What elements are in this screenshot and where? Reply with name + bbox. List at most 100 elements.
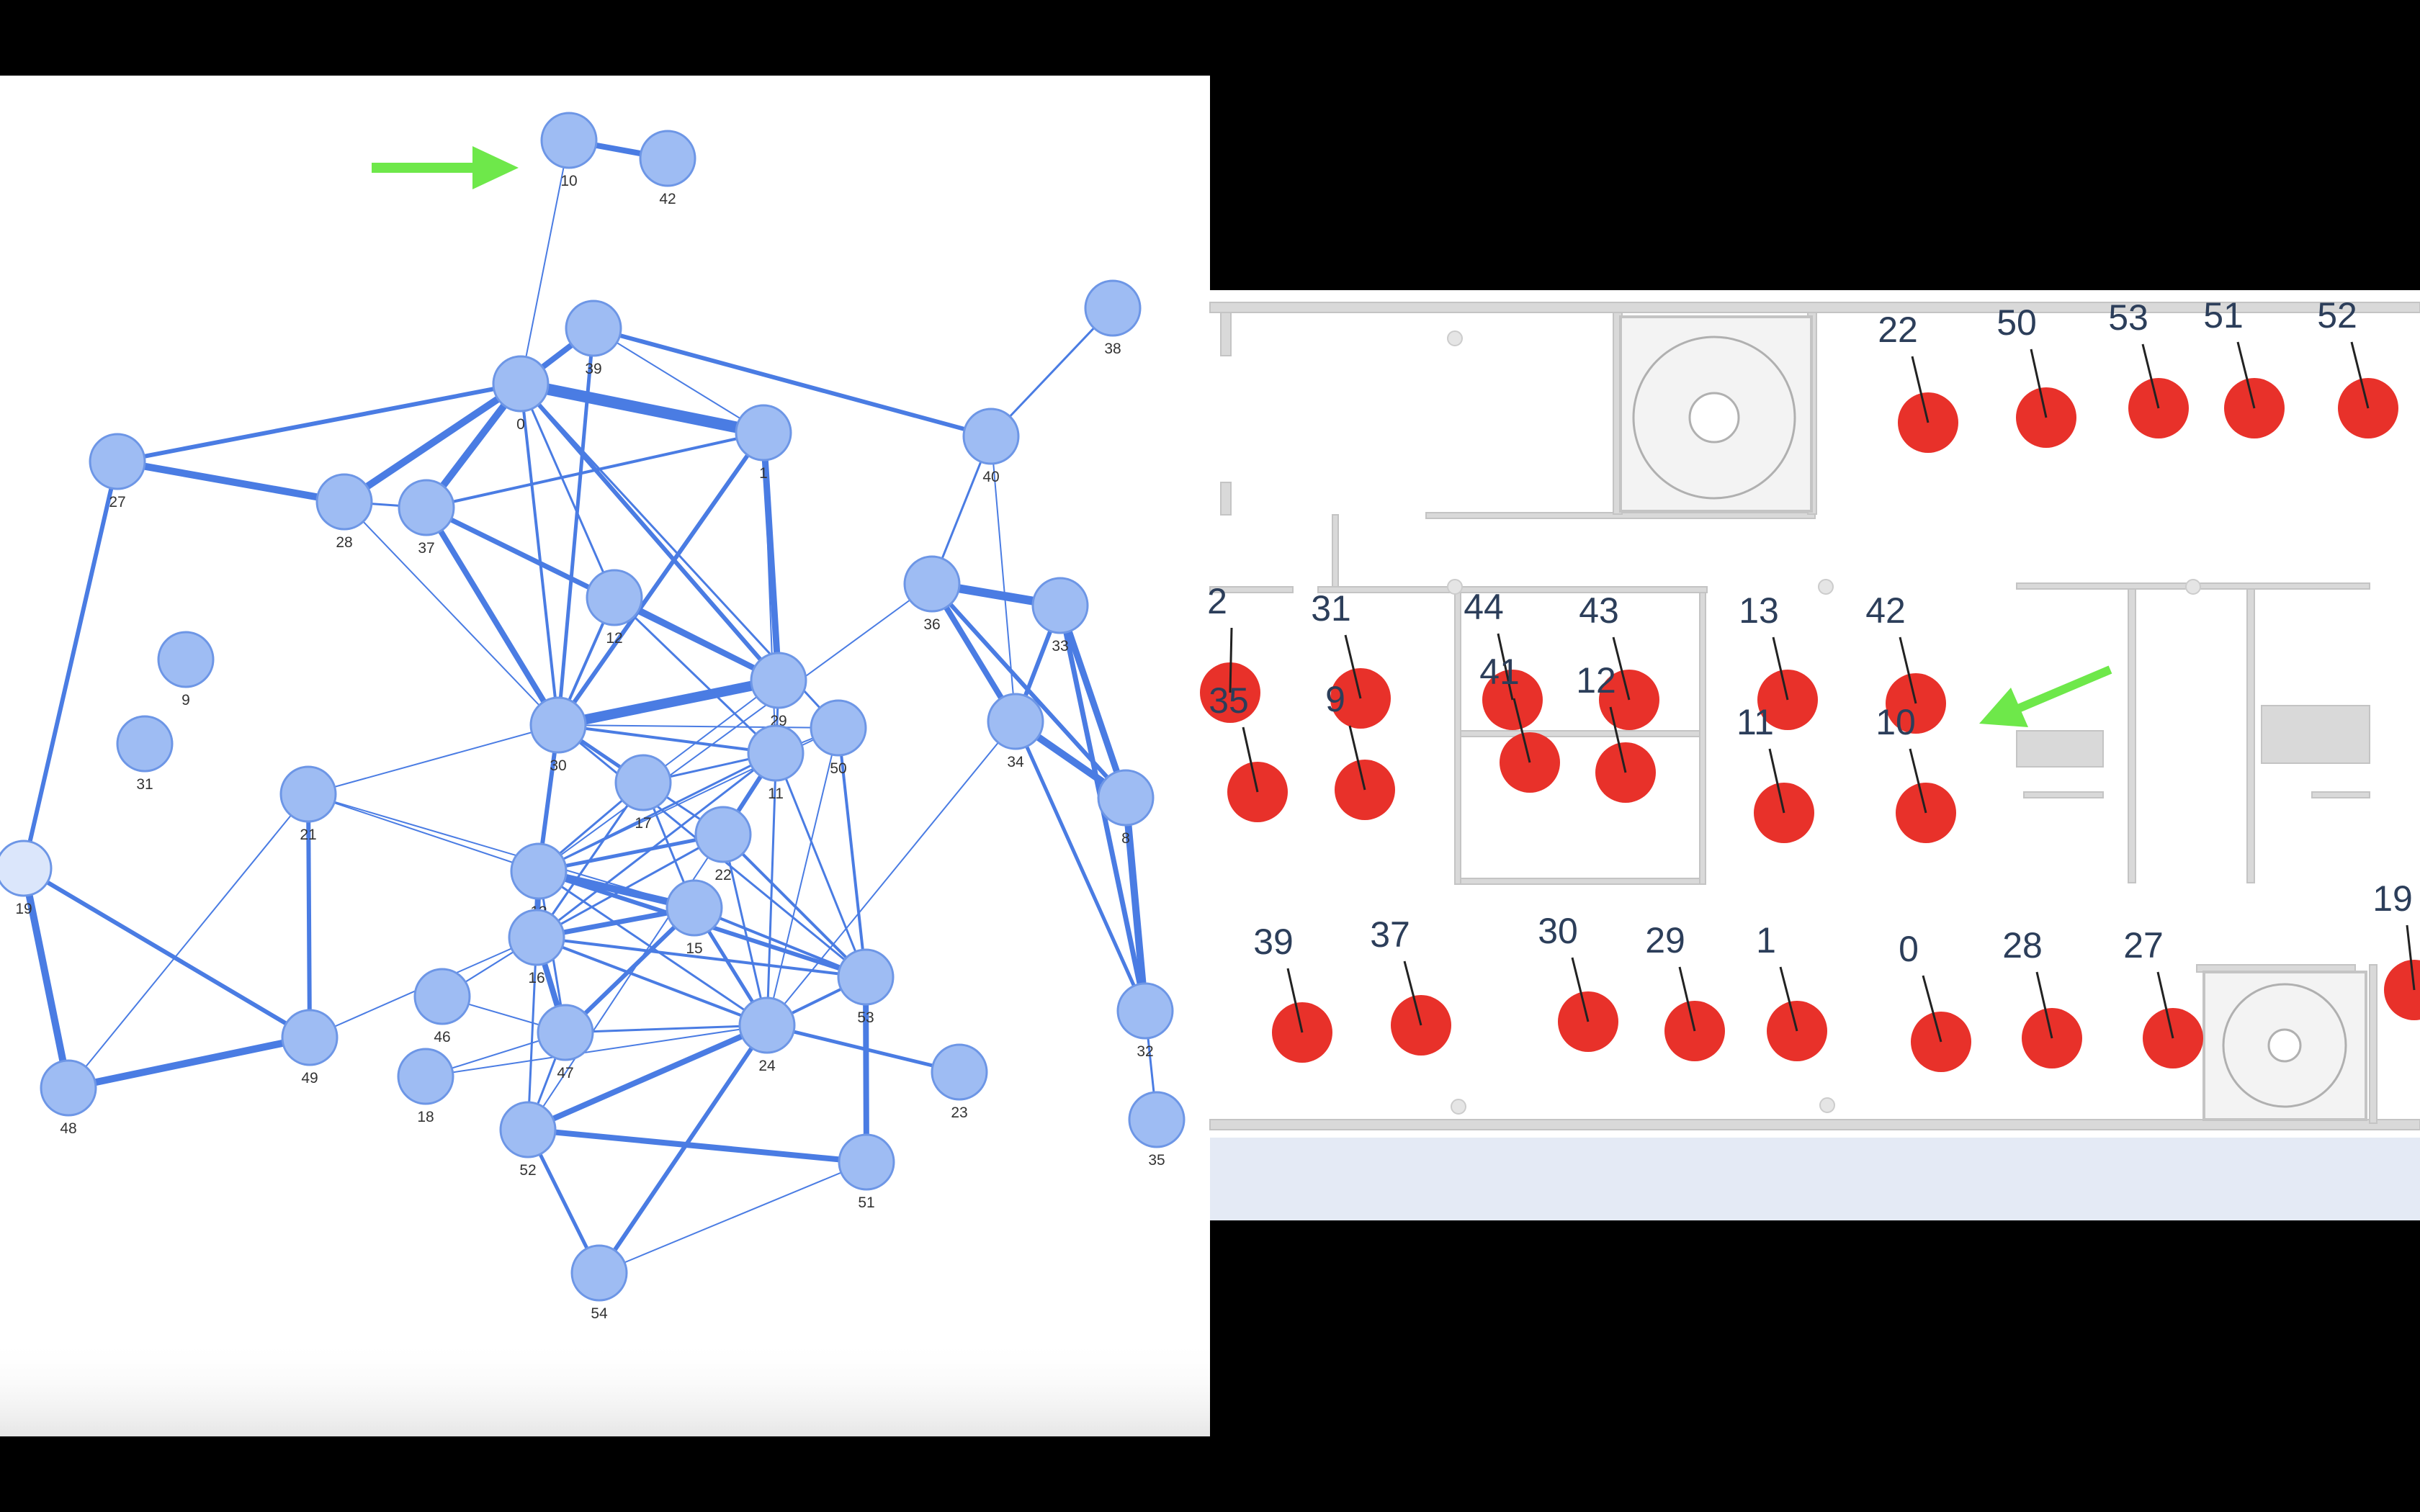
graph-node-label: 32 — [1137, 1043, 1153, 1060]
graph-node-circle — [89, 433, 146, 490]
graph-edge-17-16 — [535, 781, 645, 939]
floor-node-label: 29 — [1645, 920, 1685, 960]
floor-node-leader-line — [1571, 957, 1590, 1022]
floor-node-leader-line — [2236, 341, 2256, 409]
graph-node-label: 9 — [182, 692, 190, 708]
floor-node-label: 2 — [1207, 581, 1227, 621]
floor-node-label: 31 — [1311, 588, 1351, 629]
graph-node-label: 54 — [591, 1305, 608, 1322]
graph-node-circle — [499, 1101, 557, 1158]
floor-node-label: 13 — [1739, 590, 1779, 631]
graph-node-circle — [508, 909, 565, 966]
graph-node-label: 16 — [528, 970, 544, 986]
graph-edge-27-28 — [114, 458, 348, 505]
graph-edge-24-18 — [425, 1025, 768, 1077]
floor-node-label: 42 — [1865, 590, 1906, 631]
graph-node-circle — [492, 355, 550, 413]
graph-node-circle — [540, 112, 598, 169]
floor-node-label: 11 — [1736, 702, 1774, 742]
floorplan-arrow — [1979, 665, 2112, 727]
graph-node-54: 54 — [570, 1244, 628, 1322]
graph-node-38: 38 — [1084, 279, 1142, 357]
graph-node-18: 18 — [397, 1048, 454, 1125]
graph-node-39: 39 — [565, 300, 622, 377]
graph-node-29: 29 — [750, 652, 807, 729]
graph-edge-10-0 — [520, 140, 570, 384]
graph-node-circle — [837, 948, 895, 1006]
graph-node-label: 30 — [550, 757, 566, 774]
floor-node-leader-line — [1344, 634, 1362, 699]
graph-node-circle — [639, 130, 696, 187]
graph-node-circle — [510, 842, 568, 900]
graph-node-48: 48 — [40, 1059, 97, 1137]
graph-edge-12-29 — [611, 595, 781, 683]
graph-edge-8-32 — [1122, 794, 1149, 1014]
floor-node-0: 0 — [1899, 929, 1971, 1072]
floor-node-label: 22 — [1878, 310, 1918, 350]
graph-node-36: 36 — [903, 555, 961, 633]
graph-edge-30-29 — [553, 675, 784, 730]
floor-node-label: 10 — [1876, 702, 1916, 742]
floor-node-42: 42 — [1865, 590, 1946, 734]
floor-node-leader-line — [1768, 748, 1785, 814]
floor-node-leader-line — [1899, 636, 1917, 704]
graph-node-circle — [586, 569, 643, 626]
graph-node-circle — [838, 1133, 895, 1191]
floor-node-label: 35 — [1209, 680, 1249, 721]
floor-node-27: 27 — [2123, 925, 2203, 1068]
graph-node-37: 37 — [398, 479, 455, 557]
floor-node-13: 13 — [1739, 590, 1818, 730]
graph-node-label: 34 — [1007, 754, 1024, 770]
floor-node-22: 22 — [1878, 310, 1958, 453]
floor-node-12: 12 — [1576, 660, 1656, 803]
graph-node-17: 17 — [614, 754, 672, 832]
graph-node-label: 12 — [606, 630, 622, 647]
graph-edge-37-30 — [424, 505, 561, 728]
graph-node-34: 34 — [987, 693, 1044, 770]
graph-node-21: 21 — [279, 765, 337, 843]
graph-node-label: 28 — [336, 534, 352, 551]
graph-edge-22-24 — [722, 833, 768, 1027]
graph-nodes: 10 42 39 0 1 38 27 28 37 40 12 36 33 9 31 30 29 50 34 11 17 2… — [0, 112, 1186, 1322]
graph-node-33: 33 — [1031, 577, 1089, 654]
floorplan-exterior — [1210, 1138, 2420, 1220]
graph-edge-1-29 — [760, 429, 782, 684]
graph-node-label: 42 — [659, 191, 676, 207]
floor-node-53: 53 — [2108, 297, 2189, 438]
graph-node-label: 0 — [516, 416, 525, 433]
graph-node-22: 22 — [694, 806, 752, 883]
graph-node-circle — [40, 1059, 97, 1117]
graph-node-label: 51 — [858, 1194, 874, 1211]
graph-node-label: 21 — [300, 827, 316, 843]
graph-node-circle — [413, 968, 471, 1025]
graph-node-9: 9 — [157, 631, 215, 708]
floor-node-leader-line — [1403, 960, 1422, 1026]
graph-node-circle — [281, 1009, 339, 1066]
floor-node-leader-line — [1497, 633, 1514, 701]
graph-node-circle — [398, 479, 455, 536]
floor-node-9: 9 — [1325, 679, 1395, 820]
graph-edge-19-49 — [22, 866, 312, 1040]
floor-node-leader-line — [2030, 348, 2048, 418]
graph-edge-15-47 — [563, 906, 696, 1035]
graph-edge-24-54 — [597, 1023, 769, 1275]
floor-node-1: 1 — [1756, 920, 1827, 1061]
graph-node-label: 47 — [557, 1065, 573, 1081]
floor-node-leader-line — [1609, 706, 1627, 773]
graph-node-circle — [397, 1048, 454, 1105]
graph-node-label: 38 — [1104, 341, 1121, 357]
graph-node-label: 37 — [418, 540, 434, 557]
graph-node-label: 49 — [301, 1070, 318, 1086]
graph-node-label: 53 — [857, 1009, 874, 1026]
floorplan-columns — [1447, 330, 2201, 1115]
graph-panel: 10 42 39 0 1 38 27 28 37 40 12 36 33 9 31 30 29 50 34 11 17 2… — [0, 76, 1210, 1436]
graph-node-circle — [570, 1244, 628, 1302]
floor-node-37: 37 — [1370, 914, 1451, 1056]
floor-node-leader-line — [1678, 966, 1696, 1032]
graph-node-circle — [666, 879, 723, 937]
graph-node-label: 11 — [768, 786, 784, 802]
graph-node-label: 22 — [714, 867, 731, 883]
graph-edge-30-50 — [557, 724, 839, 729]
floor-node-leader-line — [1348, 725, 1366, 791]
